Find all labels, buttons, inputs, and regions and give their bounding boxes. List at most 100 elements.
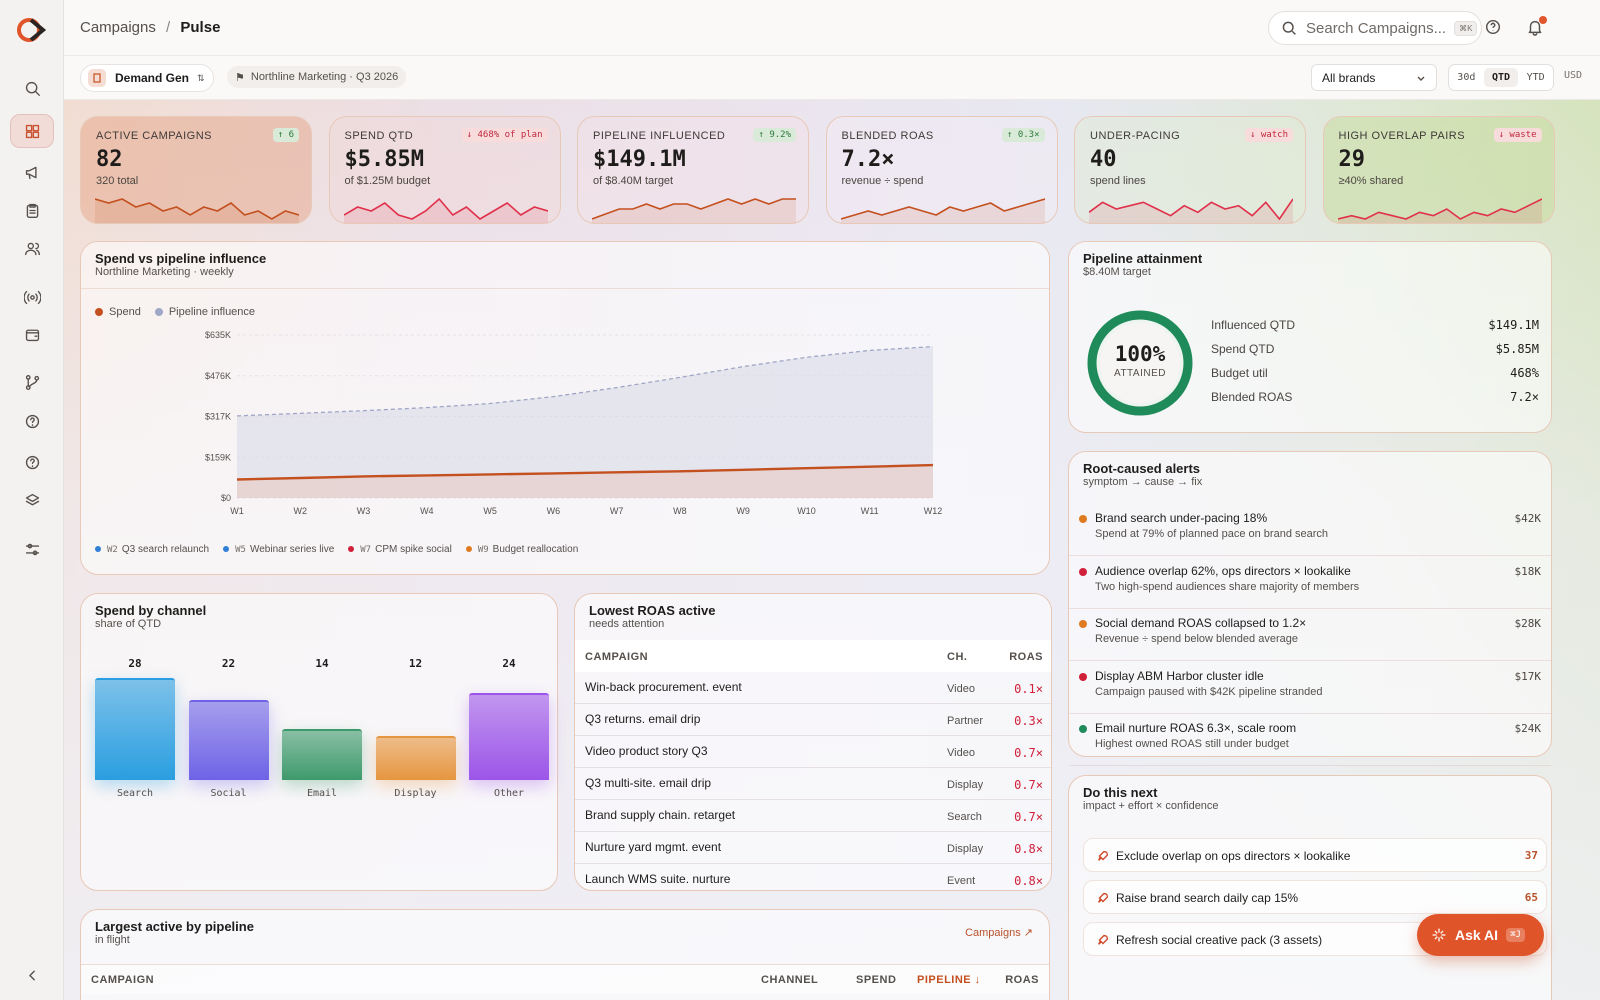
alert-item[interactable]: Brand search under-pacing 18% Spend at 79… xyxy=(1069,504,1551,556)
kpi-label: SPEND QTD xyxy=(344,130,414,142)
branch-icon[interactable] xyxy=(10,365,54,399)
workspace-switcher[interactable]: Demand Gen ⇅ xyxy=(80,64,214,92)
channel-bar[interactable] xyxy=(282,729,362,780)
kpi-sparkline xyxy=(840,198,1045,223)
channel-bar[interactable] xyxy=(469,692,549,780)
row-roas: 0.7× xyxy=(1014,778,1043,792)
annotation-text: Webinar series live xyxy=(249,544,335,555)
wallet-icon[interactable] xyxy=(10,317,54,351)
pipeline-line xyxy=(236,345,934,417)
y-tick-label: $635K xyxy=(205,330,231,340)
help-circle-icon[interactable] xyxy=(10,445,54,479)
sliders-icon[interactable] xyxy=(10,532,54,566)
attainment-row-label: Blended ROAS xyxy=(1211,390,1293,404)
campaigns-link[interactable]: Campaigns ↗ xyxy=(965,927,1033,939)
ask-ai-shortcut: ⌘J xyxy=(1506,928,1525,942)
chevron-left-icon[interactable] xyxy=(10,958,54,992)
kpi-card[interactable]: UNDER-PACING 40 spend lines ↓ watch xyxy=(1074,116,1306,224)
bar-category-label: Email xyxy=(306,788,338,799)
breadcrumb-parent[interactable]: Campaigns xyxy=(80,19,156,36)
legend-spend[interactable]: Spend xyxy=(95,306,141,318)
channel-bar[interactable] xyxy=(375,736,456,780)
ask-ai-button[interactable]: Ask AI ⌘J xyxy=(1417,914,1544,956)
alert-item[interactable]: Audience overlap 62%, ops directors × lo… xyxy=(1069,557,1551,609)
users-icon[interactable] xyxy=(10,231,54,265)
table-row[interactable]: Brand supply chain. retarget Search 0.7× xyxy=(575,800,1051,832)
x-tick-label: W11 xyxy=(861,506,879,516)
kpi-card[interactable]: ACTIVE CAMPAIGNS 82 320 total ↑ 6 xyxy=(80,116,312,224)
annotation-chip[interactable]: W7 CPM spike social xyxy=(348,544,452,555)
next-subtitle: impact + effort × confidence xyxy=(1083,800,1219,812)
kpi-card[interactable]: BLENDED ROAS 7.2× revenue ÷ spend ↑ 0.3× xyxy=(825,116,1058,224)
col-channel[interactable]: CH. xyxy=(947,651,968,663)
channel-bar[interactable] xyxy=(188,699,269,780)
channel-card: Spend by channel share of QTD 28 Search 22… xyxy=(80,593,558,891)
kpi-card[interactable]: SPEND QTD $5.85M of $1.25M budget ↓ 468% of… xyxy=(328,116,561,224)
col-pipeline[interactable]: PIPELINE ↓ xyxy=(917,974,981,986)
dashboard-icon[interactable] xyxy=(10,114,54,148)
alerts-title: Root-caused alerts xyxy=(1083,461,1201,476)
table-row[interactable]: Launch WMS suite. nurture Event 0.8× xyxy=(575,864,1051,890)
next-action-item[interactable]: Raise brand search daily cap 15% 65 xyxy=(1083,880,1547,914)
sparkle-icon xyxy=(1432,928,1446,942)
brand-select[interactable]: All brands xyxy=(1311,64,1437,91)
channel-bar[interactable] xyxy=(95,678,175,780)
broadcast-icon[interactable] xyxy=(10,280,54,314)
building-icon xyxy=(88,69,106,87)
help-icon[interactable] xyxy=(1484,18,1504,38)
alert-item[interactable]: Social demand ROAS collapsed to 1.2× Reve… xyxy=(1069,609,1551,661)
topbar: Campaigns / Pulse Search Campaigns... ⌘K xyxy=(64,0,1600,56)
col-campaign[interactable]: CAMPAIGN xyxy=(91,974,155,986)
range-ytd[interactable]: YTD xyxy=(1526,72,1545,83)
table-row[interactable]: Win-back procurement. event Video 0.1× xyxy=(575,672,1051,704)
attainment-subtitle: $8.40M target xyxy=(1083,266,1151,278)
search-shortcut: ⌘K xyxy=(1454,20,1478,36)
table-row[interactable]: Q3 multi-site. email drip Display 0.7× xyxy=(575,768,1051,800)
lowest-roas-card: Lowest ROAS active needs attention CAMPA… xyxy=(574,593,1052,891)
row-campaign: Video product story Q3 xyxy=(585,744,708,758)
kpi-subtext: spend lines xyxy=(1090,175,1146,187)
y-tick-label: $159K xyxy=(205,452,231,462)
layers-icon[interactable] xyxy=(10,483,54,517)
alert-item[interactable]: Display ABM Harbor cluster idle Campaign … xyxy=(1069,662,1551,714)
table-row[interactable]: Nurture yard mgmt. event Display 0.8× xyxy=(575,832,1051,864)
largest-title: Largest active by pipeline xyxy=(95,919,254,934)
annotation-dot xyxy=(465,546,472,553)
col-campaign[interactable]: CAMPAIGN xyxy=(585,651,649,663)
brand-logo[interactable] xyxy=(17,17,47,43)
annotation-text: Budget reallocation xyxy=(492,544,579,555)
clipboard-icon[interactable] xyxy=(10,193,54,227)
search-input[interactable]: Search Campaigns... ⌘K xyxy=(1268,11,1482,45)
col-spend[interactable]: SPEND xyxy=(856,974,897,986)
annotation-chip[interactable]: W5 Webinar series live xyxy=(223,544,334,555)
attainment-row-label: Spend QTD xyxy=(1211,342,1275,356)
kpi-card[interactable]: HIGH OVERLAP PAIRS 29 ≥40% shared ↓ waste xyxy=(1322,116,1555,224)
col-roas[interactable]: ROAS xyxy=(1009,651,1043,663)
kpi-subtext: ≥40% shared xyxy=(1338,175,1404,187)
kpi-sparkline xyxy=(343,197,548,223)
currency-label[interactable]: USD xyxy=(1564,70,1583,81)
x-tick-label: W5 xyxy=(483,506,497,516)
range-qtd[interactable]: QTD xyxy=(1483,68,1519,87)
row-campaign: Launch WMS suite. nurture xyxy=(585,872,731,886)
bar-value-label: 12 xyxy=(408,657,423,670)
alert-amount: $17K xyxy=(1514,669,1542,683)
annotation-chip[interactable]: W2 Q3 search relaunch xyxy=(95,544,209,555)
bar-category-label: Other xyxy=(493,788,525,799)
next-action-item[interactable]: Exclude overlap on ops directors × looka… xyxy=(1083,838,1547,872)
kpi-card[interactable]: PIPELINE INFLUENCED $149.1M of $8.40M targ… xyxy=(577,116,809,224)
bell-icon[interactable] xyxy=(1526,16,1547,38)
kpi-value: 82 xyxy=(96,147,123,172)
help-icon[interactable] xyxy=(10,404,54,438)
row-campaign: Win-back procurement. event xyxy=(585,680,742,694)
col-channel[interactable]: CHANNEL xyxy=(761,974,819,986)
alert-item[interactable]: Email nurture ROAS 6.3×, scale room Highe… xyxy=(1069,714,1551,766)
range-30d[interactable]: 30d xyxy=(1457,72,1476,83)
table-row[interactable]: Video product story Q3 Video 0.7× xyxy=(575,736,1051,768)
megaphone-icon[interactable] xyxy=(10,155,54,189)
search-icon[interactable] xyxy=(10,71,54,105)
annotation-chip[interactable]: W9 Budget reallocation xyxy=(465,544,579,555)
col-roas[interactable]: ROAS xyxy=(1005,974,1039,986)
table-row[interactable]: Q3 returns. email drip Partner 0.3× xyxy=(575,704,1051,736)
legend-pipeline[interactable]: Pipeline influence xyxy=(154,306,255,318)
